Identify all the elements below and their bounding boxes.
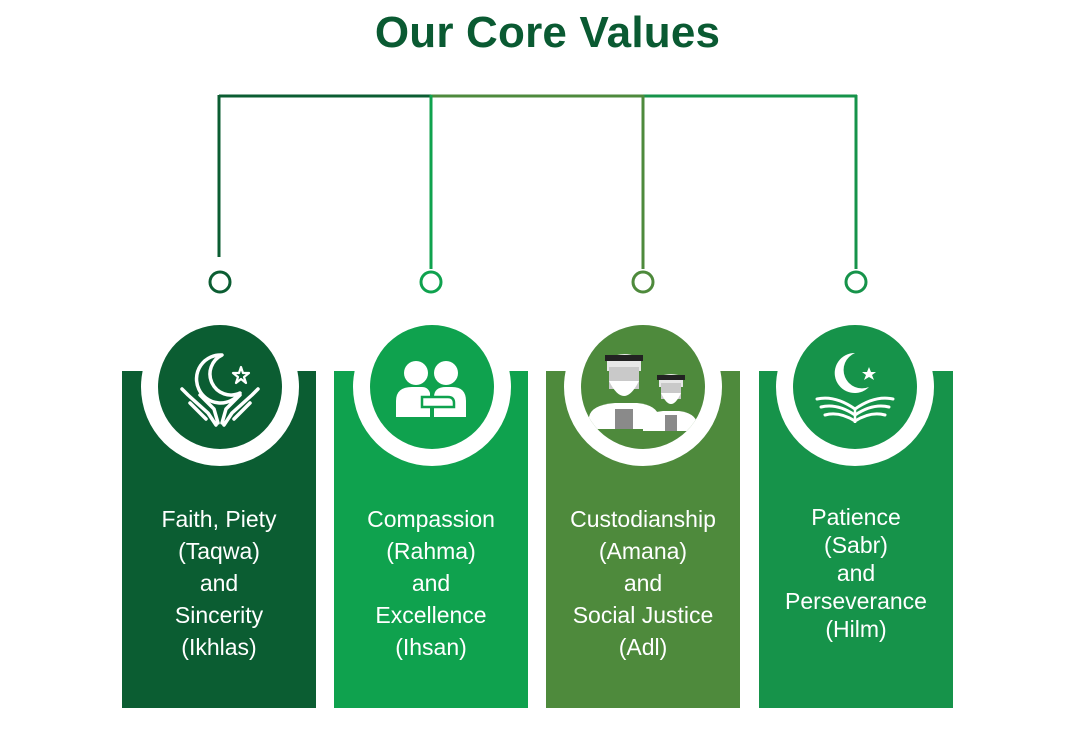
value-card-text: Faith, Piety (Taqwa) and Sincerity (Ikhl… (161, 506, 277, 660)
diagram-title: Our Core Values (374, 8, 721, 57)
crescent-star-hands-icon (158, 325, 282, 449)
connector-lines (208, 94, 868, 294)
value-badge-patience (776, 308, 934, 466)
connector-node-3 (631, 270, 655, 294)
value-card-text: Compassion (Rahma) and Excellence (Ihsan… (367, 506, 495, 660)
value-card-text: Custodianship (Amana) and Social Justice… (570, 506, 716, 660)
two-elders-icon (581, 325, 705, 449)
connector-node-2 (419, 270, 443, 294)
crescent-star-book-icon (793, 325, 917, 449)
value-badge-compassion (353, 308, 511, 466)
connector-node-1 (208, 270, 232, 294)
two-people-embrace-icon (370, 325, 494, 449)
value-badge-faith (141, 308, 299, 466)
value-badge-custodianship (564, 308, 722, 466)
connector-node-4 (844, 270, 868, 294)
value-card-text: Patience (Sabr) and Perseverance (Hilm) (785, 504, 927, 642)
